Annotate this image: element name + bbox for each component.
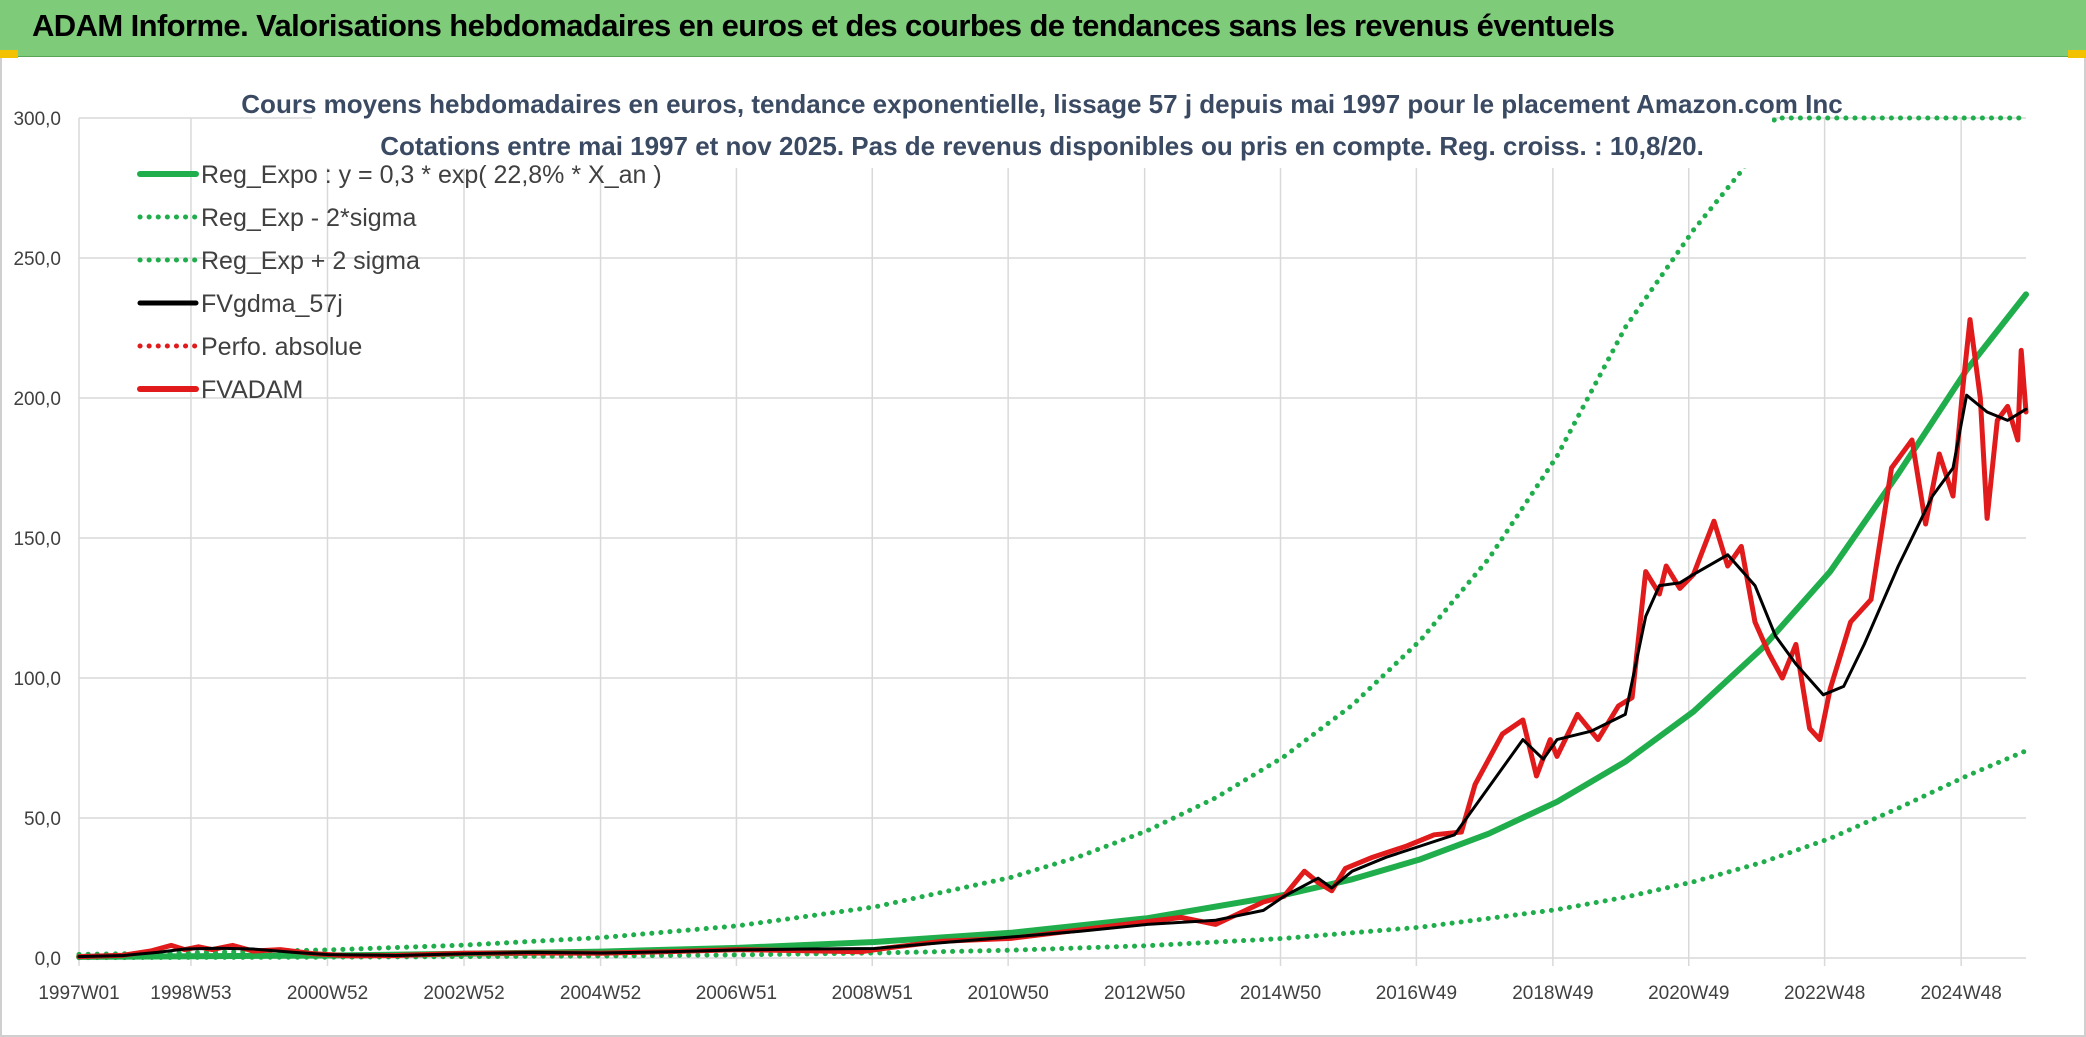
chart-subtitle: Cotations entre mai 1997 et nov 2025. Pa…: [380, 131, 1704, 161]
legend-label-1: Reg_Exp - 2*sigma: [201, 204, 416, 232]
x-tick-label: 2016W49: [1376, 983, 1457, 1004]
legend-label-5: FVADAM: [201, 376, 303, 404]
grid-lines: [78, 117, 2026, 966]
x-tick-label: 2002W52: [423, 983, 504, 1004]
header-bar: ADAM Informe. Valorisations hebdomadaire…: [0, 0, 2086, 58]
legend-label-0: Reg_Expo : y = 0,3 * exp( 22,8% * X_an ): [201, 161, 662, 189]
x-tick-label: 1998W53: [150, 983, 231, 1004]
x-tick-label: 2014W50: [1240, 983, 1321, 1004]
x-tick-label: 1997W01: [38, 983, 119, 1004]
y-tick-label: 100,0: [13, 669, 61, 690]
legend-label-2: Reg_Exp + 2 sigma: [201, 247, 420, 275]
corner-marker-right: [2068, 50, 2086, 58]
legend-label-3: FVgdma_57j: [201, 290, 343, 318]
y-tick-label: 0,0: [35, 949, 61, 970]
series-line-3: [77, 393, 2028, 959]
y-tick-label: 50,0: [24, 809, 61, 830]
y-axis-ticks: 0,0 50,0 100,0 150,0 200,0 250,0 300,0: [13, 109, 61, 970]
series-line-0: [76, 291, 2029, 960]
y-tick-label: 200,0: [13, 389, 61, 410]
x-tick-label: 2022W48: [1784, 983, 1865, 1004]
series-layer: [76, 115, 2029, 961]
y-tick-label: 300,0: [13, 109, 61, 130]
x-tick-label: 2000W52: [287, 983, 368, 1004]
page-title: ADAM Informe. Valorisations hebdomadaire…: [32, 8, 1615, 43]
legend-label-4: Perfo. absolue: [201, 333, 362, 361]
x-tick-label: 2024W48: [1920, 983, 2001, 1004]
x-tick-label: 2004W52: [560, 983, 641, 1004]
x-tick-label: 2018W49: [1512, 983, 1593, 1004]
y-tick-label: 150,0: [13, 529, 61, 550]
y-tick-label: 250,0: [13, 249, 61, 270]
x-tick-label: 2006W51: [696, 983, 777, 1004]
series-line-5: [76, 317, 2029, 960]
x-tick-label: 2012W50: [1104, 983, 1185, 1004]
corner-marker-left: [0, 50, 18, 58]
chart-svg: 0,0 50,0 100,0 150,0 200,0 250,0 300,0 1997W01…: [13, 88, 2029, 1004]
series-line-2: [76, 115, 2029, 957]
chart-title: Cours moyens hebdomadaires en euros, ten…: [241, 89, 1842, 119]
x-axis-ticks: 1997W01 1998W53 2000W52 2002W52 2004W52 2006W…: [38, 983, 2001, 1004]
subtitle-background: [312, 88, 1772, 168]
x-tick-label: 2008W51: [832, 983, 913, 1004]
x-tick-label: 2020W49: [1648, 983, 1729, 1004]
legend: Reg_Expo : y = 0,3 * exp( 22,8% * X_an )…: [137, 161, 662, 404]
x-tick-label: 2010W50: [967, 983, 1048, 1004]
